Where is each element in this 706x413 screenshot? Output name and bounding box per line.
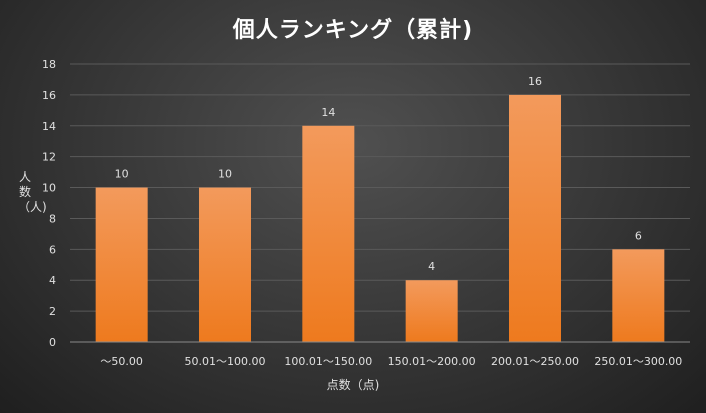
y-tick-label: 2 bbox=[49, 305, 56, 318]
y-tick-labels: 0 2 4 6 8 10 12 14 16 18 bbox=[42, 58, 56, 349]
x-tick-label: 100.01～150.00 bbox=[284, 355, 372, 368]
x-tick-label: 50.01～100.00 bbox=[185, 355, 266, 368]
x-tick-label: 150.01～200.00 bbox=[388, 355, 476, 368]
bar bbox=[405, 280, 458, 342]
bars bbox=[95, 94, 665, 343]
y-tick-label: 10 bbox=[42, 182, 56, 195]
chart-title: 個人ランキング（累計) bbox=[232, 18, 474, 43]
data-label: 6 bbox=[635, 229, 642, 242]
x-tick-label: 200.01～250.00 bbox=[491, 355, 579, 368]
y-tick-label: 18 bbox=[42, 58, 56, 71]
bar bbox=[199, 187, 251, 342]
x-axis-title: 点数（点) bbox=[326, 378, 380, 392]
data-label: 14 bbox=[321, 106, 335, 119]
bar bbox=[302, 125, 355, 343]
x-tick-labels: ～50.00 50.01～100.00 100.01～150.00 150.01～20… bbox=[100, 355, 682, 368]
y-tick-label: 14 bbox=[42, 120, 56, 133]
y-tick-label: 8 bbox=[49, 212, 56, 225]
y-tick-label: 12 bbox=[42, 151, 56, 164]
data-label: 10 bbox=[218, 168, 232, 181]
data-label: 10 bbox=[115, 168, 129, 181]
x-tick-label: 250.01～300.00 bbox=[594, 355, 682, 368]
bar bbox=[509, 94, 561, 342]
y-tick-label: 0 bbox=[49, 336, 56, 349]
data-label: 16 bbox=[528, 75, 542, 88]
y-tick-label: 4 bbox=[49, 274, 56, 287]
gridlines bbox=[70, 63, 690, 312]
data-label: 4 bbox=[428, 260, 435, 273]
data-labels: 10 10 14 4 16 6 bbox=[115, 75, 642, 273]
x-tick-label: ～50.00 bbox=[100, 355, 143, 368]
bar bbox=[95, 187, 148, 342]
y-tick-label: 16 bbox=[42, 89, 56, 102]
y-tick-label: 6 bbox=[49, 243, 56, 256]
bar bbox=[612, 249, 665, 342]
